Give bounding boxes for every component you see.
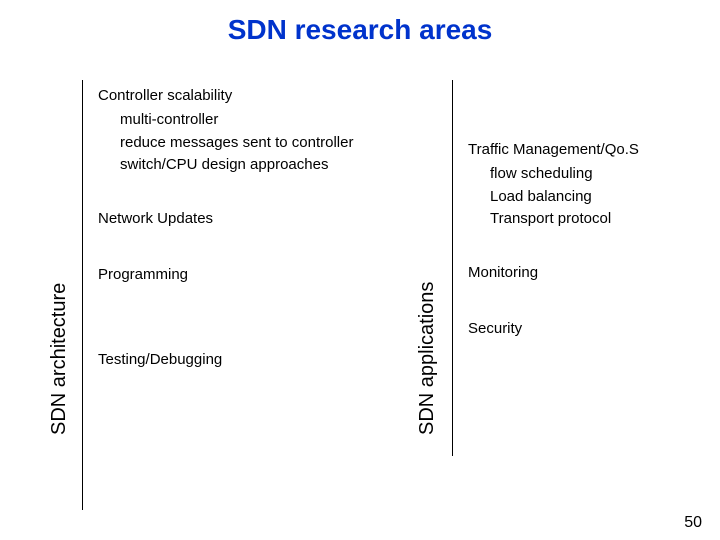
subitem-reduce-messages: reduce messages sent to controller: [98, 133, 378, 153]
subitem-transport-protocol: Transport protocol: [468, 209, 698, 229]
item-controller-scalability: Controller scalability: [98, 86, 378, 106]
left-vertical-label: SDN architecture: [48, 283, 71, 435]
item-network-updates: Network Updates: [98, 209, 378, 229]
subitem-flow-scheduling: flow scheduling: [468, 164, 698, 184]
right-column: Traffic Management/Qo.S flow scheduling …: [468, 140, 698, 344]
right-vertical-line: [452, 80, 453, 456]
item-security: Security: [468, 319, 698, 339]
subitem-load-balancing: Load balancing: [468, 187, 698, 207]
content-area: SDN architecture Controller scalability …: [0, 80, 720, 540]
subitem-multi-controller: multi-controller: [98, 110, 378, 130]
right-vertical-label: SDN applications: [416, 282, 439, 435]
item-monitoring: Monitoring: [468, 263, 698, 283]
page-title: SDN research areas: [0, 0, 720, 46]
subitem-switch-cpu: switch/CPU design approaches: [98, 155, 378, 175]
item-testing-debugging: Testing/Debugging: [98, 350, 378, 370]
page-number: 50: [684, 514, 702, 532]
left-column: Controller scalability multi-controller …: [98, 86, 378, 374]
item-programming: Programming: [98, 265, 378, 285]
left-vertical-line: [82, 80, 83, 510]
item-traffic-mgmt: Traffic Management/Qo.S: [468, 140, 698, 160]
